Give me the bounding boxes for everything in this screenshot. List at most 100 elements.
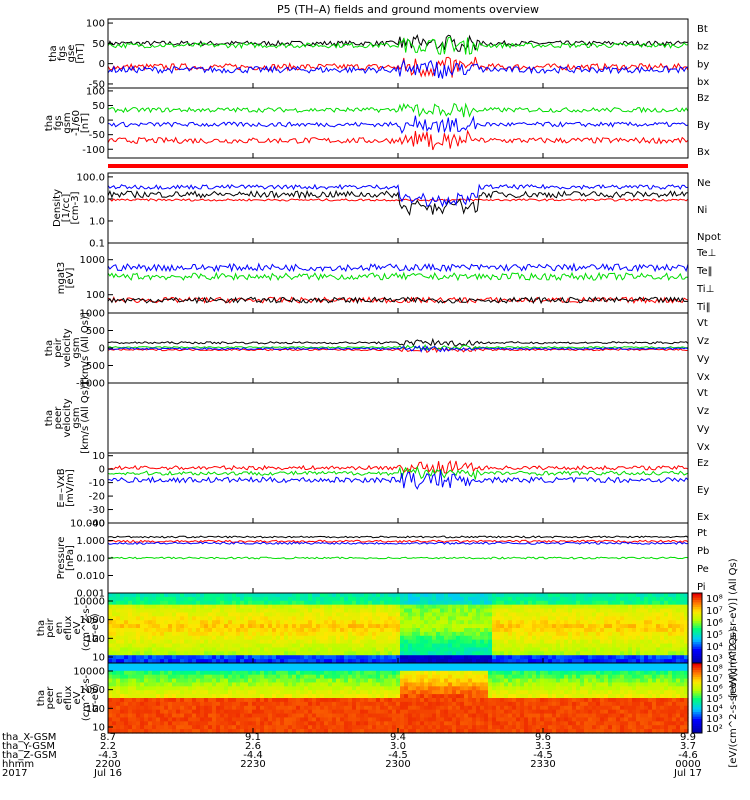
spectrogram-cell	[572, 694, 577, 699]
spectrogram-cell	[440, 659, 445, 664]
spectrogram-cell	[264, 686, 269, 691]
spectrogram-cell	[424, 663, 429, 668]
spectrogram-cell	[344, 655, 349, 660]
spectrogram-cell	[156, 678, 161, 684]
legend-Pb: Pb	[697, 546, 709, 557]
spectrogram-cell	[640, 628, 645, 633]
spectrogram-cell	[244, 674, 249, 680]
spectrogram-cell	[432, 678, 437, 684]
colorbar-segment	[692, 660, 702, 664]
ylabel-line: gsm	[62, 112, 73, 133]
spectrogram-cell	[232, 620, 237, 625]
spectrogram-cell	[196, 604, 201, 610]
spectrogram-cell	[352, 616, 357, 621]
spectrogram-cell	[152, 631, 157, 637]
ytick-label: 0.010	[76, 571, 105, 582]
spectrogram-cell	[172, 721, 177, 726]
spectrogram-cell	[568, 593, 573, 598]
spectrogram-cell	[292, 678, 297, 684]
spectrogram-cell	[436, 639, 441, 645]
spectrogram-cell	[108, 628, 113, 633]
spectrogram-cell	[244, 682, 249, 687]
spectrogram-cell	[196, 713, 201, 719]
spectrogram-cell	[236, 694, 241, 699]
spectrogram-cell	[548, 631, 553, 637]
spectrogram-cell	[228, 659, 233, 664]
spectrogram-cell	[276, 593, 281, 598]
spectrogram-cell	[504, 659, 509, 664]
spectrogram-cell	[536, 604, 541, 610]
spectrogram-cell	[108, 721, 113, 726]
spectrogram-cell	[564, 635, 569, 641]
spectrogram-cell	[536, 666, 541, 672]
spectrogram-cell	[604, 616, 609, 621]
spectrogram-cell	[520, 635, 525, 641]
spectrogram-cell	[348, 686, 353, 691]
spectrogram-cell	[600, 631, 605, 637]
spectrogram-cell	[488, 635, 493, 641]
spectrogram-cell	[604, 628, 609, 633]
spectrogram-cell	[356, 659, 361, 664]
spectrogram-cell	[164, 663, 169, 668]
spectrogram-cell	[356, 666, 361, 672]
spectrogram-cell	[472, 709, 477, 715]
spectrogram-cell	[136, 709, 141, 715]
spectrogram-cell	[112, 717, 117, 722]
spectrogram-cell	[440, 709, 445, 715]
spectrogram-cell	[260, 694, 265, 699]
spectrogram-cell	[420, 643, 425, 649]
ytick-label: 100	[86, 19, 105, 30]
spectrogram-cell	[476, 709, 481, 715]
spectrogram-cell	[504, 628, 509, 633]
spectrogram-cell	[132, 686, 137, 691]
spectrogram-cell	[456, 651, 461, 656]
spectrogram-cell	[588, 635, 593, 641]
spectrogram-cell	[480, 616, 485, 621]
spectrogram-cell	[668, 655, 673, 660]
spectrogram-cell	[376, 628, 381, 633]
spectrogram-cell	[664, 647, 669, 652]
spectrogram-cell	[340, 620, 345, 625]
spectrogram-cell	[464, 635, 469, 641]
ylabel-line: [km/s (All Qs)]	[80, 312, 91, 384]
spectrogram-cell	[368, 651, 373, 656]
spectrogram-cell	[268, 721, 273, 726]
spectrogram-cell	[160, 639, 165, 645]
spectrogram-cell	[228, 643, 233, 649]
spectrogram-cell	[304, 616, 309, 621]
spectrogram-cell	[140, 725, 145, 730]
spectrogram-cell	[484, 655, 489, 660]
spectrogram-cell	[480, 674, 485, 680]
spectrogram-cell	[628, 628, 633, 633]
spectrogram-cell	[120, 596, 125, 602]
spectrogram-cell	[176, 670, 181, 676]
spectrogram-cell	[476, 639, 481, 645]
spectrogram-cell	[200, 631, 205, 637]
spectrogram-cell	[452, 604, 457, 610]
spectrogram-cell	[388, 682, 393, 687]
spectrogram-cell	[560, 694, 565, 699]
spectrogram-cell	[116, 717, 121, 722]
spectrogram-cell	[208, 600, 213, 606]
spectrogram-cell	[400, 705, 405, 711]
spectrogram-cell	[508, 674, 513, 680]
spectrogram-cell	[612, 600, 617, 606]
spectrogram-cell	[436, 608, 441, 614]
spectrogram-cell	[392, 643, 397, 649]
spectrogram-cell	[184, 690, 189, 695]
spectrogram-cell	[412, 612, 417, 617]
spectrogram-cell	[612, 596, 617, 602]
spectrogram-cell	[232, 631, 237, 637]
spectrogram-cell	[172, 628, 177, 633]
spectrogram-cell	[172, 694, 177, 699]
spectrogram-cell	[128, 698, 133, 703]
spectrogram-cell	[480, 608, 485, 614]
spectrogram-cell	[576, 624, 581, 629]
spectrogram-cell	[556, 701, 561, 707]
spectrogram-cell	[240, 600, 245, 606]
spectrogram-cell	[384, 659, 389, 664]
spectrogram-cell	[576, 686, 581, 691]
spectrogram-cell	[528, 717, 533, 722]
spectrogram-cell	[192, 713, 197, 719]
spectrogram-cell	[544, 635, 549, 641]
